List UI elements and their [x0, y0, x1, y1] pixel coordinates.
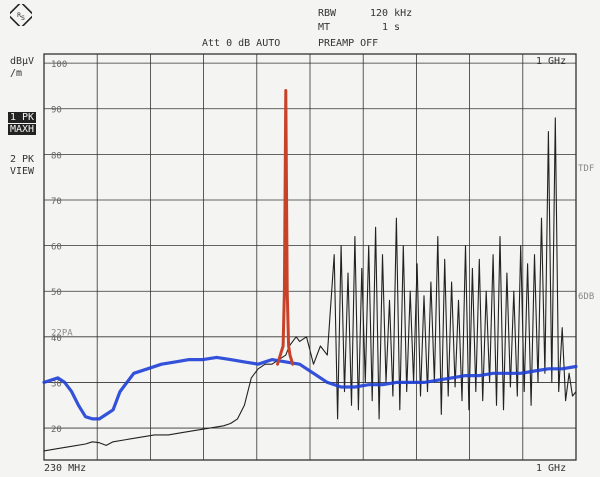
x-stop-label: 1 GHz [536, 463, 567, 474]
top-right-freq-label: 1 GHz [536, 56, 567, 67]
svg-text:S: S [21, 15, 25, 22]
y-tick-labels: 100 90 80 70 60 50 40 30 20 [51, 60, 67, 435]
y-tick-label: 90 [51, 106, 62, 116]
trace1-detector-label: 1 PK [8, 112, 37, 123]
y-tick-label: 20 [51, 425, 62, 435]
y-unit-line2: /m [10, 68, 23, 79]
y-tick-label: 40 [51, 334, 62, 344]
series-line-peak [276, 89, 295, 366]
trace1-mode-label: MAXH [8, 124, 37, 135]
rbw-value: 120 kHz [370, 8, 413, 19]
x-start-label: 230 MHz [44, 463, 87, 474]
preamp-text: PREAMP OFF [318, 38, 379, 49]
y-tick-label: 30 [51, 379, 62, 389]
rbw-label: RBW [318, 8, 337, 19]
sixdb-marker-label: 6DB [578, 292, 594, 302]
limit-line-label: 22PA [51, 328, 73, 338]
series-layer [42, 89, 578, 452]
trace2-detector-label: 2 PK [10, 154, 35, 165]
y-tick-label: 80 [51, 151, 62, 161]
y-tick-label: 50 [51, 288, 62, 298]
y-tick-label: 70 [51, 197, 62, 207]
rohde-schwarz-logo-icon: R S [10, 4, 32, 26]
series-line-trace1 [43, 117, 577, 452]
tdf-marker-label: TDF [578, 164, 594, 174]
trace2-mode-label: VIEW [10, 166, 35, 177]
marker-layer: 22PA TDF 6DB [51, 164, 594, 338]
plot-grid [43, 53, 577, 461]
y-tick-label: 60 [51, 243, 62, 253]
attenuation-text: Att 0 dB AUTO [202, 38, 281, 49]
series-line-trace2 [42, 355, 578, 421]
svg-text:R: R [17, 12, 21, 19]
mt-value: 1 s [382, 22, 401, 33]
mt-label: MT [318, 22, 331, 33]
y-tick-label: 100 [51, 60, 67, 70]
y-unit-line1: dBµV [10, 56, 35, 67]
